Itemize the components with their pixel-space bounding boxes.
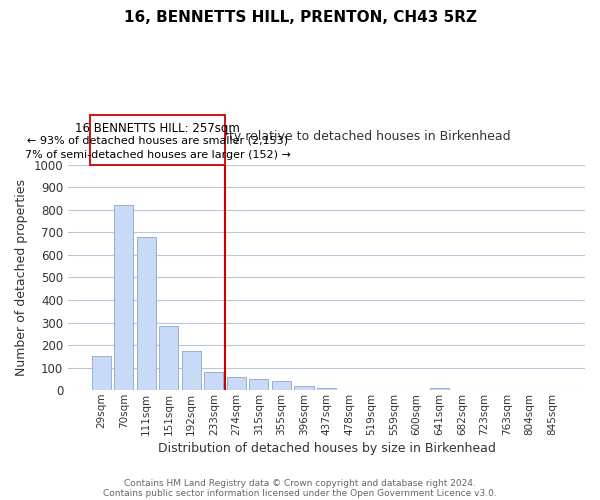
X-axis label: Distribution of detached houses by size in Birkenhead: Distribution of detached houses by size …	[158, 442, 496, 455]
Text: Contains public sector information licensed under the Open Government Licence v3: Contains public sector information licen…	[103, 488, 497, 498]
Bar	[92, 356, 110, 390]
Bar	[159, 326, 178, 390]
Y-axis label: Number of detached properties: Number of detached properties	[15, 179, 28, 376]
Text: 7% of semi-detached houses are larger (152) →: 7% of semi-detached houses are larger (1…	[25, 150, 290, 160]
Text: 16, BENNETTS HILL, PRENTON, CH43 5RZ: 16, BENNETTS HILL, PRENTON, CH43 5RZ	[124, 10, 476, 25]
Bar	[204, 372, 223, 390]
Bar	[430, 388, 449, 390]
Text: Contains HM Land Registry data © Crown copyright and database right 2024.: Contains HM Land Registry data © Crown c…	[124, 478, 476, 488]
Bar	[227, 377, 246, 390]
Text: ← 93% of detached houses are smaller (2,153): ← 93% of detached houses are smaller (2,…	[27, 136, 288, 145]
Title: Size of property relative to detached houses in Birkenhead: Size of property relative to detached ho…	[142, 130, 511, 142]
Bar	[295, 386, 314, 390]
Text: 16 BENNETTS HILL: 257sqm: 16 BENNETTS HILL: 257sqm	[75, 122, 240, 135]
Bar	[137, 237, 156, 390]
Bar	[250, 379, 268, 390]
Bar	[317, 388, 336, 390]
Bar	[272, 380, 291, 390]
Bar	[182, 350, 201, 390]
Bar	[114, 206, 133, 390]
FancyBboxPatch shape	[90, 115, 225, 164]
